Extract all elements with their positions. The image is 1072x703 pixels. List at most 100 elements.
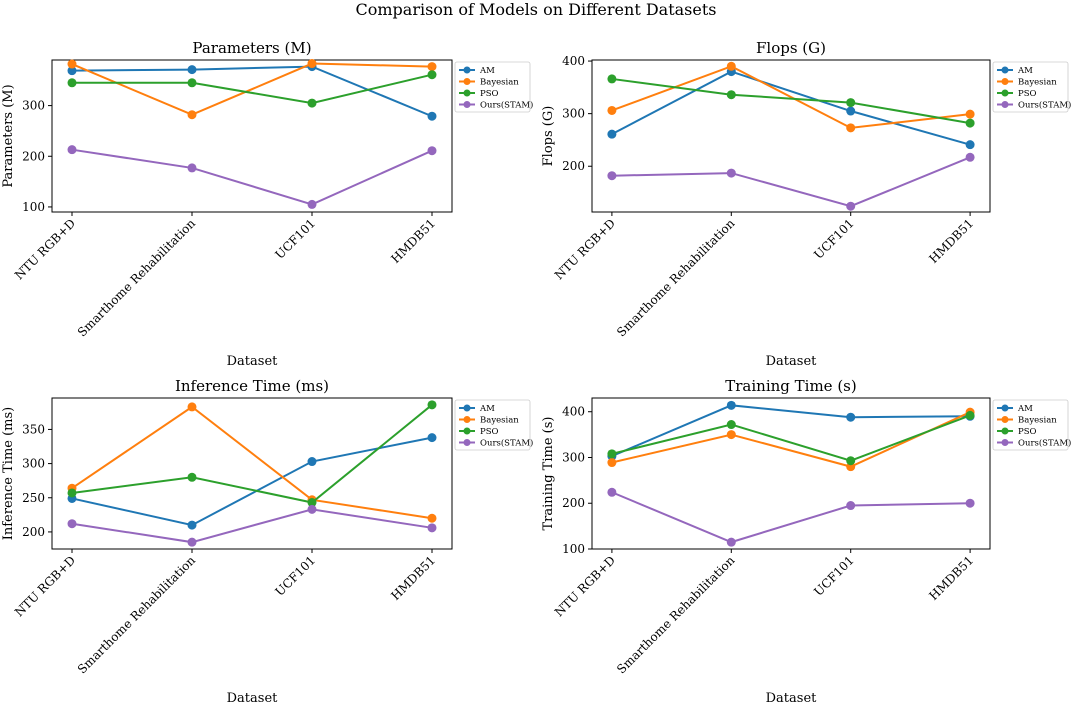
series-line <box>611 491 971 544</box>
series-line <box>71 405 433 520</box>
data-point <box>607 449 617 459</box>
data-point <box>965 140 975 150</box>
series-line <box>71 436 433 527</box>
series-am <box>607 67 975 150</box>
legend-label: Ours(STAM) <box>480 100 533 111</box>
series-line <box>72 73 433 105</box>
y-tick-label: 200 <box>22 525 45 539</box>
legend-label: Bayesian <box>480 78 519 88</box>
series-am <box>607 400 975 461</box>
x-tick-label: NTU RGB+D <box>12 553 78 619</box>
data-point <box>187 472 197 482</box>
data-point <box>846 501 856 511</box>
series-pso <box>67 70 437 108</box>
x-tick-label: UCF101 <box>272 553 318 599</box>
series-line <box>71 508 433 544</box>
legend-frame <box>992 399 1069 451</box>
y-tick-label: 400 <box>562 405 585 419</box>
series-ours-stam- <box>607 487 975 547</box>
data-point <box>846 123 856 133</box>
series-line <box>71 62 433 116</box>
chart-panel-2: Flops (G) 200 300 400 Flops (G) NTU RGB+DSmar… <box>541 39 1071 369</box>
data-point <box>67 66 77 76</box>
legend-marker <box>1001 427 1009 435</box>
legend-label: PSO <box>480 89 499 99</box>
data-point <box>726 420 736 430</box>
plot-frame <box>51 59 453 213</box>
data-point <box>307 199 317 209</box>
legend-marker <box>463 78 471 85</box>
data-point <box>427 433 437 443</box>
series-line <box>611 65 971 129</box>
y-tick-label: 250 <box>22 491 45 505</box>
data-point <box>187 78 197 88</box>
data-point <box>187 110 197 120</box>
data-point <box>965 118 975 128</box>
series-line <box>611 77 971 125</box>
y-tick-label: 300 <box>22 99 45 113</box>
series-ours-stam- <box>67 504 437 547</box>
series-line <box>611 404 971 458</box>
data-point <box>307 504 317 514</box>
legend-label: AM <box>1017 404 1033 414</box>
data-point <box>607 105 617 115</box>
y-axis-label: Inference Time (ms) <box>1 407 16 541</box>
data-point <box>846 412 856 422</box>
legend-marker <box>463 427 471 435</box>
y-axis-label: Parameters (M) <box>1 84 16 187</box>
series-bayesian <box>67 59 437 120</box>
data-point <box>187 537 197 547</box>
legend-label: Bayesian <box>1018 416 1057 426</box>
data-point <box>726 61 736 71</box>
series-pso <box>607 74 975 128</box>
x-axis-label: Dataset <box>766 354 818 369</box>
data-point <box>67 519 77 529</box>
data-point <box>726 90 736 100</box>
y-tick-label: 200 <box>22 149 45 163</box>
x-tick-label: Smarthome Rehabilitation <box>614 216 737 339</box>
data-point <box>607 129 617 139</box>
x-tick-label: HMDB51 <box>926 553 976 603</box>
plot-frame <box>51 397 453 550</box>
plot-frame <box>591 59 991 213</box>
x-tick-label: HMDB51 <box>926 216 976 266</box>
data-point <box>427 70 437 80</box>
series-line <box>611 414 971 462</box>
legend-label: Ours(STAM) <box>480 438 533 449</box>
series-bayesian <box>607 61 975 133</box>
series-line <box>611 70 971 146</box>
data-point <box>965 109 975 119</box>
series-line <box>611 156 971 208</box>
y-axis-label: Training Time (s) <box>541 417 556 531</box>
legend-label: AM <box>479 404 495 414</box>
data-point <box>846 98 856 108</box>
chart-title: Flops (G) <box>756 39 826 57</box>
legend-frame <box>992 61 1069 113</box>
y-tick-label: 200 <box>562 159 585 173</box>
x-tick-label: HMDB51 <box>388 553 438 603</box>
series-line <box>71 148 433 206</box>
x-tick-label: UCF101 <box>811 553 857 599</box>
data-point <box>607 487 617 497</box>
data-point <box>427 400 437 410</box>
y-axis-label: Flops (G) <box>541 106 556 167</box>
x-tick-label: Smarthome Rehabilitation <box>614 553 737 676</box>
x-axis-label: Dataset <box>227 354 279 369</box>
data-point <box>965 498 975 508</box>
data-point <box>307 98 317 108</box>
data-point <box>965 410 975 420</box>
plot-frame <box>591 397 991 550</box>
series-am <box>67 62 437 121</box>
series-line <box>71 404 433 504</box>
legend-label: Ours(STAM) <box>1018 438 1071 449</box>
figure-title: Comparison of Models on Different Datase… <box>355 0 717 19</box>
data-point <box>307 457 317 467</box>
legend-marker <box>463 66 471 74</box>
y-tick-label: 200 <box>562 496 585 510</box>
legend-marker <box>1001 439 1009 446</box>
data-point <box>187 163 197 173</box>
